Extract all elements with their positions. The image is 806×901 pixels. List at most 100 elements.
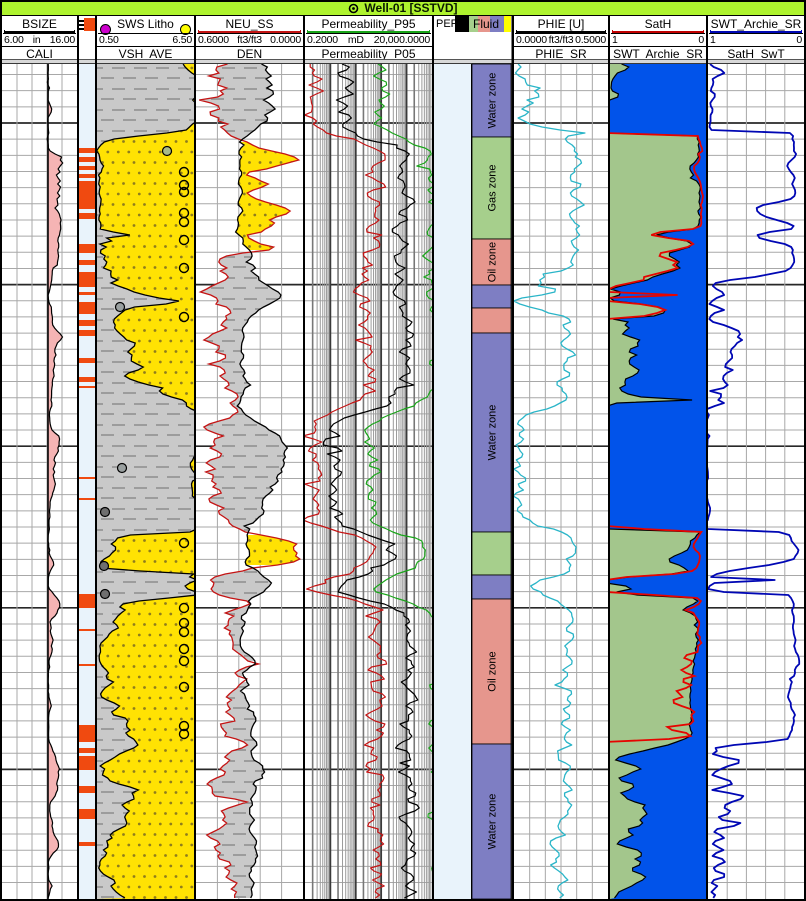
shale-fill [97, 64, 194, 899]
scale-min: 1 [612, 33, 618, 46]
fluid-zone-oil [471, 238, 512, 286]
fluid-zone-water [471, 574, 512, 600]
pef-track-bg [434, 64, 471, 899]
core-symbol-open [178, 216, 190, 228]
header-plot-divider [2, 59, 804, 64]
perforation-interval [79, 260, 95, 265]
track-scale-line [710, 30, 802, 33]
core-symbol-open [178, 234, 190, 246]
fluid-zone-oil [471, 598, 512, 745]
perforation-legend-swatch [84, 18, 95, 31]
track-title: SWT_Archie_SR [710, 17, 802, 31]
scale-unit: ft3/ft3 [548, 33, 574, 46]
caliper-track [46, 64, 64, 899]
scale-min: 0.2000 [307, 33, 338, 46]
scale-unit: ft3/ft3 [237, 33, 262, 46]
track-title: PHIE [U] [537, 17, 585, 31]
track-header-perm[interactable]: Permeability_P95 0.2000 mD 20,000.0000 P… [305, 16, 432, 60]
perm-p05-curve [322, 64, 420, 899]
core-symbol-open [178, 626, 190, 638]
scale-min: 0.50 [99, 33, 119, 46]
perforation-interval [79, 748, 95, 753]
scale-min: 0.6000 [198, 33, 229, 46]
core-symbol-open [178, 537, 190, 549]
scale-max: 0 [796, 33, 802, 46]
permeability-track [305, 64, 432, 899]
scale-min: 0.0000 [516, 33, 547, 46]
perforation-interval [79, 756, 95, 770]
neu-ss-curve [198, 64, 302, 899]
perforation-interval [79, 302, 95, 314]
perforation-interval [79, 244, 95, 253]
perforation-interval [79, 174, 95, 178]
window-titlebar[interactable]: Well-01 [SSTVD] [0, 0, 806, 16]
perforation-interval [79, 842, 95, 846]
core-symbol-open [178, 166, 190, 178]
secondary-curve-name: PHIE SR [535, 46, 587, 61]
core-symbol-open [178, 655, 190, 667]
scale-max: 16.00 [49, 33, 75, 46]
perforation-interval [79, 330, 95, 336]
track-header-swt[interactable]: SWT_Archie_SR 1 0 SatH SwT [708, 16, 804, 61]
secondary-curve-name: SatH SwT [727, 46, 785, 61]
perforation-interval [79, 157, 95, 162]
vsh-curve [97, 64, 194, 899]
track-header-sath[interactable]: SatH 1 0 SWT Archie SR [610, 16, 706, 61]
fluid-zone-gas [471, 531, 512, 576]
perforation-interval [79, 213, 95, 219]
scale-max: 6.50 [172, 33, 192, 46]
fluid-zone-water [471, 63, 512, 138]
neutron-density-track [198, 64, 302, 899]
core-symbol-open [178, 681, 190, 693]
core-symbol-filled [161, 145, 173, 157]
well-status-icon [349, 3, 359, 14]
secondary-curve-name: DEN [236, 46, 263, 61]
perforation-interval [79, 594, 95, 608]
core-symbol-filled [116, 462, 128, 474]
track-header-cali[interactable]: BSIZE 6.00 in 16.00 CALI [2, 16, 77, 61]
secondary-curve-name: CALI [26, 46, 53, 61]
fluid-zone-label: Oil zone [486, 651, 498, 691]
fluid-zone-oil [471, 307, 512, 334]
track-header-phie[interactable]: PHIE [U] 0.0000 ft3/ft3 0.5000 PHIE SR [514, 16, 608, 61]
sath-red-curve [610, 129, 704, 743]
core-symbol-open [178, 262, 190, 274]
track-scale-line [4, 30, 75, 33]
saturation-track [610, 64, 706, 899]
cali-curve [46, 64, 64, 899]
core-symbol-filled [114, 301, 126, 313]
fluid-zone-label: Water zone [486, 794, 498, 850]
track-scale-line [516, 30, 606, 33]
perforation-interval [79, 498, 95, 500]
scale-max: 0.0000 [270, 33, 301, 46]
track-scale-line [307, 30, 430, 33]
lithology-track [97, 64, 194, 899]
perforation-interval [79, 358, 95, 363]
pef-track-title: PEF [436, 18, 458, 30]
fluid-zone-water [471, 743, 512, 900]
core-symbol-filled [99, 506, 111, 518]
perforation-interval [79, 786, 95, 793]
perforation-interval [79, 272, 95, 287]
secondary-curve-name: SWT Archie SR [613, 46, 703, 61]
fluid-zone-label: Gas zone [486, 164, 498, 211]
track-scale-line [198, 30, 301, 33]
core-symbol-filled [98, 560, 110, 572]
track-header-litho[interactable]: SWS Litho 0.50 6.50 VSH AVE [97, 16, 194, 60]
scale-max: 20,000.0000 [373, 33, 430, 46]
scale-min: 6.00 [4, 33, 24, 46]
track-header-peffluid[interactable]: PEF Fluid [434, 16, 511, 59]
core-symbol-open [178, 311, 190, 323]
track-header-perf[interactable] [79, 16, 95, 59]
track-title: NEU_SS [225, 17, 274, 31]
fluid-zone-gas [471, 136, 512, 240]
track-header-neuden[interactable]: NEU_SS 0.6000 ft3/ft3 0.0000 DEN [196, 16, 303, 61]
grid-lines [2, 64, 804, 899]
scale-max: 0 [698, 33, 704, 46]
fluid-track: Water zone Gas zone Oil zone Water zone Oil … [471, 63, 512, 900]
core-symbol-open [178, 179, 190, 191]
core-symbol-open [178, 186, 190, 198]
